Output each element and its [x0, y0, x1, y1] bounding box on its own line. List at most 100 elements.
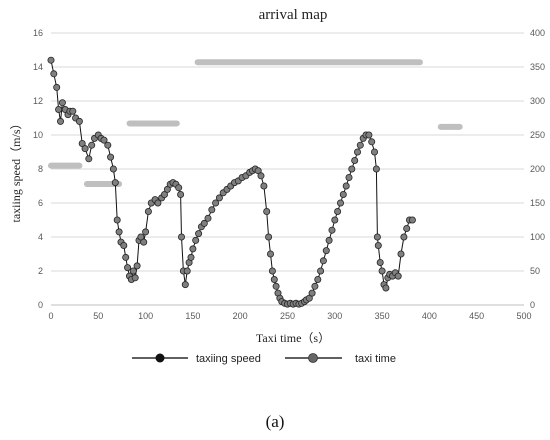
speed-point [154, 199, 162, 207]
speed-point [142, 228, 150, 236]
speed-point [308, 289, 316, 297]
speed-point [270, 275, 278, 283]
speed-point [331, 216, 339, 224]
speed-point [403, 224, 411, 232]
speed-point [376, 258, 384, 266]
speed-point [107, 153, 115, 161]
speed-point [120, 241, 128, 249]
x-tick-label: 400 [422, 311, 437, 321]
y2-tick-label: 150 [530, 198, 545, 208]
y-tick-label: 0 [38, 300, 43, 310]
x-axis-label: Taxi time（s） [256, 331, 330, 345]
speed-point [177, 233, 185, 241]
speed-point [177, 190, 185, 198]
figure-caption: (a) [265, 412, 285, 431]
speed-point [397, 250, 405, 258]
y-tick-label: 14 [33, 62, 43, 72]
speed-point [88, 141, 96, 149]
speed-point [400, 233, 408, 241]
speed-point [58, 99, 66, 107]
legend-time-marker [308, 353, 318, 363]
speed-point [57, 117, 65, 125]
speed-point [75, 117, 83, 125]
y2-tick-label: 350 [530, 62, 545, 72]
speed-point [353, 148, 361, 156]
speed-point [215, 194, 223, 202]
speed-point [370, 148, 378, 156]
y2-tick-label: 250 [530, 130, 545, 140]
speed-point [394, 272, 402, 280]
speed-point [348, 165, 356, 173]
speed-point [342, 182, 350, 190]
speed-point [265, 233, 273, 241]
speed-point [372, 165, 380, 173]
speed-point [311, 282, 319, 290]
taxi-time-series [48, 59, 463, 187]
x-tick-label: 300 [327, 311, 342, 321]
speed-point [100, 136, 108, 144]
y2-tick-label: 0 [530, 300, 535, 310]
speed-point [208, 206, 216, 214]
speed-point [378, 267, 386, 275]
speed-point [314, 275, 322, 283]
speed-point [124, 264, 132, 272]
speed-point [181, 281, 189, 289]
speed-point [334, 207, 342, 215]
speed-point [113, 216, 121, 224]
speed-point [53, 83, 61, 91]
speed-point [115, 228, 123, 236]
speed-point [268, 267, 276, 275]
speed-point [257, 172, 265, 180]
speed-point [317, 267, 325, 275]
x-tick-label: 350 [375, 311, 390, 321]
y2-tick-label: 400 [530, 28, 545, 38]
speed-point [69, 107, 77, 115]
chart-title: arrival map [259, 7, 328, 23]
speed-point [336, 199, 344, 207]
speed-point [368, 138, 376, 146]
speed-point [365, 131, 373, 139]
x-tick-label: 0 [48, 311, 53, 321]
y2-tick-label: 50 [530, 266, 540, 276]
speed-point [345, 173, 353, 181]
taxiing-speed-series [47, 56, 416, 308]
speed-point [85, 155, 93, 163]
y-tick-label: 6 [38, 198, 43, 208]
speed-point [204, 214, 212, 222]
speed-point [325, 236, 333, 244]
speed-point [260, 182, 268, 190]
speed-point [55, 106, 63, 114]
x-tick-label: 200 [233, 311, 248, 321]
speed-point [187, 253, 195, 261]
speed-point [81, 145, 89, 153]
legend-speed-marker [155, 353, 165, 363]
speed-point [328, 226, 336, 234]
x-tick-label: 500 [516, 311, 531, 321]
speed-point [195, 230, 203, 238]
x-tick-label: 150 [185, 311, 200, 321]
speed-point [50, 70, 58, 78]
speed-point [212, 199, 220, 207]
speed-point [382, 284, 390, 292]
x-tick-label: 250 [280, 311, 295, 321]
speed-point [122, 253, 130, 261]
speed-point [104, 141, 112, 149]
x-tick-label: 100 [138, 311, 153, 321]
speed-point [78, 139, 86, 147]
speed-point [408, 216, 416, 224]
speed-point [192, 236, 200, 244]
speed-point [200, 219, 208, 227]
speed-point [133, 262, 141, 270]
y-tick-label: 12 [33, 96, 43, 106]
x-tick-label: 450 [469, 311, 484, 321]
legend-label-speed: taxiing speed [196, 353, 261, 365]
speed-point [373, 233, 381, 241]
speed-point [322, 247, 330, 255]
speed-point [356, 141, 364, 149]
speed-point [183, 267, 191, 275]
legend: taxiing speed taxi time [132, 353, 396, 365]
speed-point [160, 190, 168, 198]
speed-point [351, 156, 359, 164]
